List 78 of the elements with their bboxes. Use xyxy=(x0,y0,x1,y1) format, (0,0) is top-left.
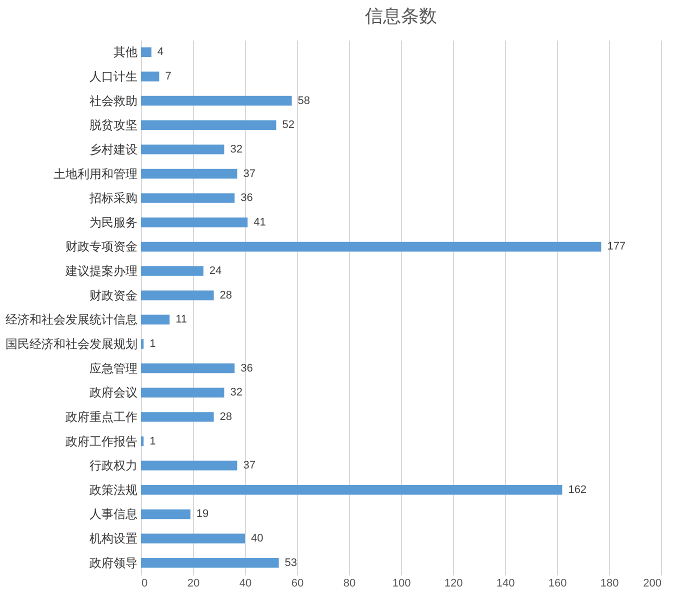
data-label: 177 xyxy=(607,240,626,253)
bar xyxy=(141,314,170,325)
data-label: 28 xyxy=(220,289,232,302)
bar xyxy=(141,412,214,422)
data-label: 1 xyxy=(150,338,156,350)
bar xyxy=(141,485,562,495)
y-tick-label: 人事信息 xyxy=(90,507,138,522)
y-tick-label: 财政资金 xyxy=(90,288,138,302)
y-tick-label: 其他 xyxy=(114,45,138,60)
bar xyxy=(141,388,224,398)
bar xyxy=(141,144,224,154)
data-label: 53 xyxy=(284,556,298,569)
data-label: 36 xyxy=(240,192,253,204)
data-label: 4 xyxy=(157,46,164,58)
chart-title: 信息条数 xyxy=(365,6,437,26)
x-tick-label: 20 xyxy=(187,578,200,590)
y-tick-label: 建议提案办理 xyxy=(64,264,138,278)
data-label: 41 xyxy=(254,216,266,228)
y-tick-label: 乡村建设 xyxy=(90,142,138,156)
y-tick-label: 招标采购 xyxy=(88,191,138,206)
bar xyxy=(141,242,602,252)
y-tick-label: 应急管理 xyxy=(90,361,138,376)
y-tick-label: 政府重点工作 xyxy=(66,410,138,424)
data-label: 1 xyxy=(150,435,156,448)
x-tick-label: 40 xyxy=(239,578,252,590)
data-label: 11 xyxy=(176,314,188,326)
data-label: 36 xyxy=(240,362,253,374)
x-tick-label: 200 xyxy=(643,578,662,590)
y-tick-label: 财政专项资金 xyxy=(66,240,138,254)
bar xyxy=(141,120,276,130)
data-label: 37 xyxy=(243,460,256,472)
bar xyxy=(141,509,190,520)
data-label: 7 xyxy=(165,70,172,82)
data-label: 40 xyxy=(251,532,264,545)
y-tick-label: 政府会议 xyxy=(90,386,138,400)
y-tick-label: 经济和社会发展统计信息 xyxy=(6,312,138,327)
y-tick-label: 社会救助 xyxy=(90,94,138,108)
bar xyxy=(141,460,238,470)
y-tick-label: 脱贫攻坚 xyxy=(90,118,138,132)
data-label: 24 xyxy=(209,265,222,278)
bar xyxy=(141,266,204,276)
y-tick-label: 行政权力 xyxy=(90,458,138,473)
data-label: 28 xyxy=(220,410,232,423)
bar xyxy=(141,72,160,82)
bar xyxy=(141,290,214,300)
bar xyxy=(141,436,144,446)
y-tick-label: 政府工作报告 xyxy=(66,434,138,448)
data-label: 58 xyxy=(298,94,310,107)
bar xyxy=(141,168,238,179)
bar xyxy=(141,218,248,228)
bar xyxy=(141,193,235,203)
y-tick-label: 人口计生 xyxy=(90,69,138,84)
y-tick-label: 机构设置 xyxy=(90,532,138,546)
y-tick-label: 为民服务 xyxy=(90,215,138,230)
bar xyxy=(141,534,245,544)
data-label: 32 xyxy=(230,143,242,156)
y-tick-label: 土地利用和管理 xyxy=(54,166,138,181)
x-tick-label: 80 xyxy=(343,578,356,590)
bar xyxy=(141,558,279,568)
data-label: 52 xyxy=(282,119,294,132)
y-tick-label: 政策法规 xyxy=(90,482,138,497)
x-tick-label: 100 xyxy=(392,578,411,590)
bar xyxy=(141,363,235,374)
bar xyxy=(141,339,144,349)
bar xyxy=(141,96,292,106)
x-tick-label: 120 xyxy=(444,578,463,590)
x-tick-label: 140 xyxy=(496,578,515,590)
x-tick-label: 180 xyxy=(600,578,619,590)
data-label: 37 xyxy=(243,168,256,180)
y-tick-label: 国民经济和社会发展规划 xyxy=(6,336,138,351)
x-tick-label: 160 xyxy=(548,578,567,590)
x-tick-label: 0 xyxy=(142,578,148,590)
data-label: 162 xyxy=(568,484,587,496)
bar xyxy=(141,47,152,58)
data-label: 32 xyxy=(230,386,242,399)
x-tick-label: 60 xyxy=(291,578,304,590)
data-label: 19 xyxy=(196,508,209,520)
y-tick-label: 政府领导 xyxy=(90,556,138,570)
